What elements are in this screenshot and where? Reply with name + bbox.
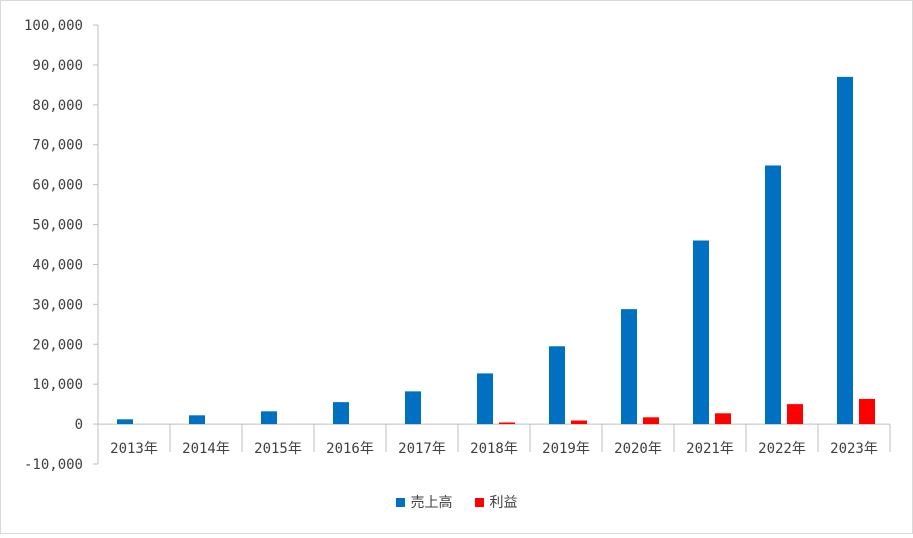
x-tick-label: 2013年 (110, 441, 158, 457)
bar-sales (549, 346, 565, 425)
y-tick-label: 0 (75, 417, 83, 433)
y-tick-label: 30,000 (32, 297, 83, 313)
x-tick-label: 2022年 (758, 441, 806, 457)
bar-sales (765, 165, 781, 425)
bar-sales (189, 415, 205, 425)
legend-label-sales: 売上高 (410, 495, 453, 511)
legend-label-profit: 利益 (489, 495, 518, 511)
x-tick-label: 2023年 (830, 441, 878, 457)
bar-profit (859, 398, 875, 425)
x-tick-label: 2020年 (614, 441, 662, 457)
legend-entry-profit: 利益 (474, 492, 518, 512)
y-axis: -10,000 0 10,000 20,000 30,000 40,000 50,000 60… (24, 18, 99, 473)
bar-sales (333, 402, 349, 425)
y-tick-label: 80,000 (32, 98, 83, 114)
legend-entry-sales: 売上高 (395, 492, 453, 512)
y-tick-label: -10,000 (24, 457, 83, 473)
x-tick-label: 2017年 (398, 441, 446, 457)
x-tick-label: 2019年 (542, 441, 590, 457)
bars (117, 76, 875, 425)
y-tick-label: 50,000 (32, 218, 83, 234)
y-tick-label: 10,000 (32, 377, 83, 393)
x-tick-label: 2021年 (686, 441, 734, 457)
bar-sales (621, 309, 637, 425)
legend-swatch-profit (474, 497, 484, 507)
bar-profit (787, 404, 803, 425)
bar-sales (837, 76, 853, 425)
x-tick-label: 2018年 (470, 441, 518, 457)
x-tick-label: 2014年 (182, 441, 230, 457)
bar-sales (693, 240, 709, 425)
y-tick-label: 60,000 (32, 178, 83, 194)
bar-sales (261, 411, 277, 425)
bar-profit (499, 422, 515, 425)
bar-sales (405, 391, 421, 425)
legend-swatch-sales (395, 497, 405, 507)
y-tick-label: 70,000 (32, 138, 83, 154)
y-tick-label: 100,000 (24, 18, 83, 34)
x-tick-label: 2016年 (326, 441, 374, 457)
bar-sales (117, 419, 133, 425)
y-tick-label: 40,000 (32, 257, 83, 273)
bar-profit (643, 417, 659, 425)
bar-profit (715, 413, 731, 425)
y-tick-label: 20,000 (32, 337, 83, 353)
x-tick-label: 2015年 (254, 441, 302, 457)
bar-profit (571, 420, 587, 425)
y-tick-label: 90,000 (32, 58, 83, 74)
x-axis: 2013年 2014年 2015年 2016年 2017年 2018年 2019年 2020年… (97, 423, 891, 457)
legend: 売上高 利益 (1, 491, 912, 513)
bar-sales (477, 373, 493, 425)
